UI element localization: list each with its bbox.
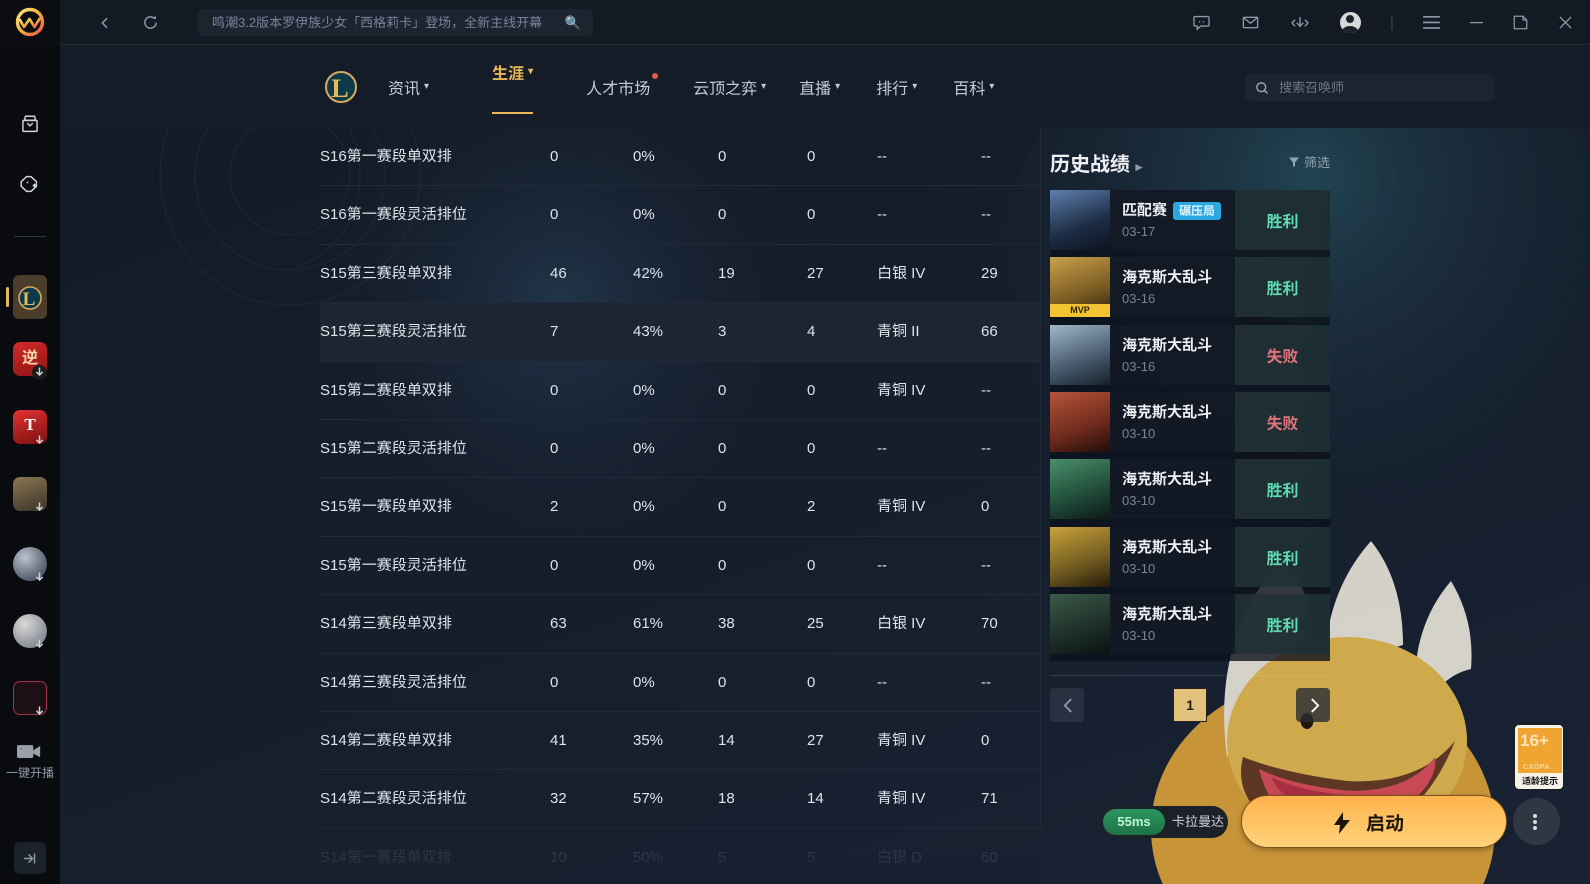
svg-text:L: L xyxy=(23,289,36,310)
svg-text:L: L xyxy=(331,74,348,103)
